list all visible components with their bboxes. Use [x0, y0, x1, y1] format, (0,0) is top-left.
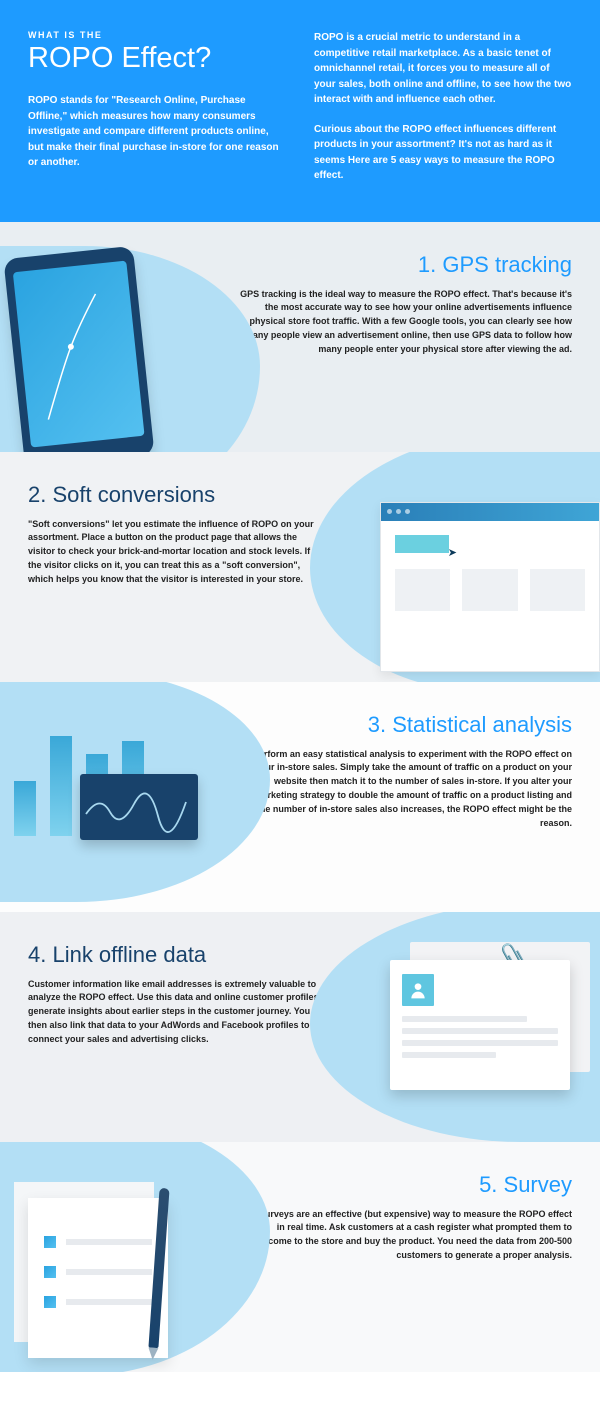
section-4-body: Customer information like email addresse… [28, 978, 338, 1048]
section-2-title: 2. Soft conversions [28, 482, 318, 508]
phone-illustration [3, 245, 154, 451]
soft-conversion-button: ➤ [395, 535, 449, 553]
sparkline-card [80, 774, 198, 840]
checkbox-icon [44, 1236, 56, 1248]
hero-left-text: ROPO stands for "Research Online, Purcha… [28, 93, 286, 171]
map-path-icon [13, 260, 145, 447]
hero-right-column: ROPO is a crucial metric to understand i… [314, 30, 572, 184]
hero: WHAT IS THE ROPO Effect? ROPO stands for… [0, 0, 600, 222]
section-4-title: 4. Link offline data [28, 942, 338, 968]
browser-illustration: ➤ [380, 502, 600, 672]
browser-titlebar [381, 503, 599, 521]
hero-title: ROPO Effect? [28, 42, 286, 75]
section-3-title: 3. Statistical analysis [248, 712, 572, 738]
hero-right-text-2: Curious about the ROPO effect influences… [314, 122, 572, 184]
section-2-body: "Soft conversions" let you estimate the … [28, 518, 318, 588]
section-statistical-analysis: 3. Statistical analysis Perform an easy … [0, 682, 600, 912]
section-survey: 5. Survey Surveys are an effective (but … [0, 1142, 600, 1372]
bar [14, 781, 36, 836]
cursor-icon: ➤ [448, 546, 457, 559]
section-5-title: 5. Survey [258, 1172, 572, 1198]
hero-left-column: WHAT IS THE ROPO Effect? ROPO stands for… [28, 30, 286, 184]
section-3-body: Perform an easy statistical analysis to … [248, 748, 572, 832]
section-soft-conversions: ➤ 2. Soft conversions "Soft conversions"… [0, 452, 600, 682]
section-1-body: GPS tracking is the ideal way to measure… [228, 288, 572, 358]
avatar-icon [402, 974, 434, 1006]
checkbox-icon [44, 1266, 56, 1278]
profile-card [390, 960, 570, 1090]
hero-right-text-1: ROPO is a crucial metric to understand i… [314, 30, 572, 108]
survey-card [28, 1198, 168, 1358]
bar [50, 736, 72, 836]
checkbox-icon [44, 1296, 56, 1308]
section-5-body: Surveys are an effective (but expensive)… [258, 1208, 572, 1264]
section-link-offline-data: 📎 4. Link offline data Customer informat… [0, 912, 600, 1142]
section-gps-tracking: 1. GPS tracking GPS tracking is the idea… [0, 222, 600, 452]
section-1-title: 1. GPS tracking [228, 252, 572, 278]
hero-kicker: WHAT IS THE [28, 30, 286, 40]
